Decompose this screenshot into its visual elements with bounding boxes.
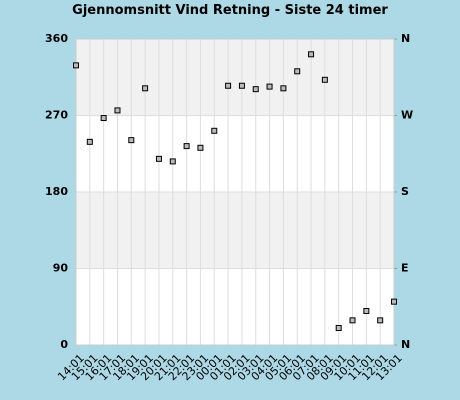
y-tick-label: 0 bbox=[60, 338, 68, 351]
y2-tick-label: N bbox=[401, 32, 410, 45]
point bbox=[211, 127, 218, 134]
y-tick-label: 270 bbox=[45, 109, 68, 122]
point bbox=[142, 85, 149, 92]
point bbox=[294, 68, 301, 75]
point bbox=[377, 317, 384, 324]
plot-border bbox=[75, 38, 395, 346]
point bbox=[252, 86, 259, 93]
chart-title: Gjennomsnitt Vind Retning - Siste 24 tim… bbox=[72, 3, 388, 18]
point bbox=[266, 83, 273, 90]
point bbox=[128, 137, 135, 144]
y2-tick-label: N bbox=[401, 338, 410, 351]
point bbox=[73, 62, 79, 69]
y-tick-label: 90 bbox=[53, 262, 69, 275]
point bbox=[308, 51, 315, 58]
y2-tick-label: S bbox=[401, 185, 409, 198]
point bbox=[169, 158, 176, 165]
point bbox=[363, 308, 370, 314]
point bbox=[238, 82, 245, 89]
y2-tick-label: E bbox=[401, 262, 409, 275]
point bbox=[391, 298, 397, 305]
point bbox=[225, 82, 232, 89]
plot-band bbox=[76, 192, 394, 269]
point bbox=[100, 115, 107, 122]
plot-band bbox=[76, 39, 394, 116]
y2-tick-label: W bbox=[401, 109, 413, 122]
point bbox=[321, 76, 328, 83]
y-tick-label: 180 bbox=[45, 185, 68, 198]
point bbox=[335, 325, 342, 331]
point bbox=[114, 107, 121, 114]
point bbox=[183, 143, 190, 150]
point bbox=[86, 138, 93, 145]
point bbox=[349, 317, 356, 324]
point bbox=[197, 144, 204, 151]
y-tick-label: 360 bbox=[45, 32, 68, 45]
point bbox=[280, 85, 287, 92]
point bbox=[155, 155, 162, 162]
